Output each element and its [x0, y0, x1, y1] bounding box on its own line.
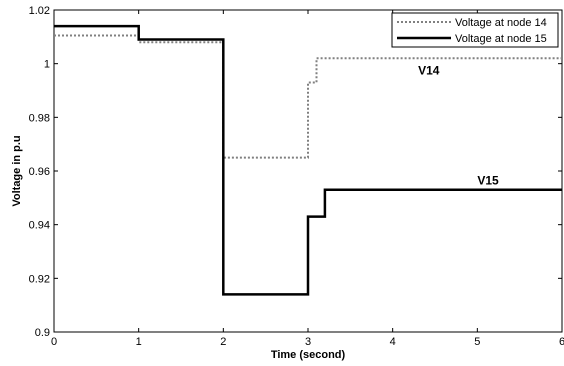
y-tick-label: 1 [44, 59, 50, 71]
annotations: V14 V15 [418, 63, 499, 187]
x-tick-label: 3 [305, 336, 311, 348]
legend-box [391, 12, 559, 48]
x-tick-label: 6 [559, 336, 564, 348]
series-line-node15 [54, 24, 562, 296]
x-axis-label: Time (second) [271, 349, 346, 361]
axis-ticks: 0 1 2 3 4 5 6 0.9 0.92 0.94 0.96 0.98 1 1.02 [29, 5, 564, 348]
legend-label-node15: Voltage at node 15 [455, 33, 547, 45]
series-group [54, 24, 562, 296]
x-tick-label: 4 [390, 336, 396, 348]
y-tick-label: 0.9 [35, 327, 50, 339]
y-axis-label: Voltage in p.u [11, 135, 23, 206]
y-tick-label: 0.96 [29, 166, 50, 178]
x-tick-label: 5 [474, 336, 480, 348]
x-tick-label: 2 [220, 336, 226, 348]
legend: Voltage at node 14 Voltage at node 15 [391, 12, 559, 48]
annotation-v14: V14 [418, 63, 440, 77]
y-tick-label: 0.94 [29, 220, 50, 232]
legend-label-node14: Voltage at node 14 [455, 17, 547, 29]
y-tick-label: 0.92 [29, 273, 50, 285]
x-tick-label: 1 [136, 336, 142, 348]
y-tick-label: 0.98 [29, 112, 50, 124]
x-tick-label: 0 [51, 336, 57, 348]
y-tick-label: 1.02 [29, 5, 50, 17]
annotation-v15: V15 [477, 173, 499, 187]
